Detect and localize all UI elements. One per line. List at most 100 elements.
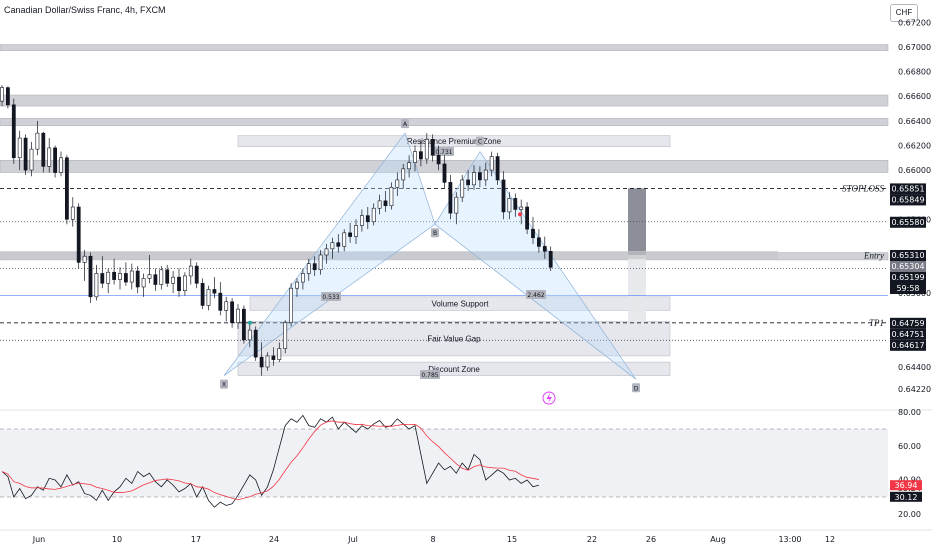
sell-marker (518, 212, 522, 217)
candle-body (183, 275, 187, 291)
ratio-label: 0.533 (322, 294, 339, 301)
candle-body (389, 187, 394, 207)
candle-body (454, 196, 459, 214)
candle-body (466, 179, 471, 186)
candle-body (218, 292, 223, 311)
line-label-stoploss: STOPLOSS (842, 183, 884, 193)
candle-body (76, 206, 81, 263)
time-tick: 22 (587, 535, 597, 544)
candle-body (318, 254, 323, 271)
time-tick: Jun (32, 535, 46, 544)
candle-body (401, 168, 406, 181)
rsi-ma-line (1, 420, 539, 501)
point-label-x: X (222, 382, 226, 389)
rsi-tick: 40.90 (898, 475, 921, 484)
candle-body (312, 263, 317, 271)
price-badge (890, 183, 926, 195)
rsi-band (0, 429, 888, 497)
horizontal-lines-layer: STOPLOSS Entry TP1 (0, 183, 888, 341)
candle-body (525, 206, 530, 230)
rsi-badge (890, 491, 922, 502)
candle-body (159, 269, 164, 285)
time-tick: 17 (191, 535, 201, 544)
candle-body (430, 139, 435, 156)
candle-body (330, 242, 335, 250)
price-badge (890, 272, 926, 283)
candle-body (501, 179, 506, 213)
candle-body (365, 215, 370, 223)
supply-band (0, 94, 889, 107)
ratio-label: 2.462 (527, 292, 544, 299)
currency-button[interactable]: CHF (890, 4, 918, 22)
candle-body (177, 276, 181, 291)
candle-body (29, 148, 34, 171)
rsi-tick: 60.00 (898, 442, 921, 451)
candle-body (460, 179, 465, 198)
point-tag (401, 119, 409, 129)
candle-body (542, 246, 547, 252)
time-tick: 8 (430, 535, 435, 544)
candle-body (348, 232, 353, 237)
candle-body (147, 274, 152, 279)
candle-body (324, 248, 329, 256)
candle-body (141, 278, 146, 288)
candle-body (442, 163, 447, 183)
candle-body (253, 329, 258, 358)
point-label-d: D (634, 385, 639, 392)
price-tick: 0.64400 (898, 363, 931, 372)
candle-body (413, 151, 417, 163)
candle-body (448, 182, 453, 214)
candle-body (206, 289, 211, 306)
candle-body (106, 271, 111, 284)
ratio-tag (526, 290, 546, 299)
point-tag (632, 383, 640, 393)
candle-body (242, 308, 246, 341)
candle-body (289, 287, 294, 323)
candle-body (472, 172, 476, 186)
candle-body (35, 132, 40, 150)
time-tick: 12 (825, 535, 835, 544)
zone-box (237, 361, 671, 376)
price-tick: 0.66000 (898, 166, 931, 175)
candle-body (407, 162, 412, 170)
line-label-entry: Entry (863, 251, 884, 261)
candles-layer (0, 85, 553, 376)
candle-body (47, 147, 52, 167)
price-badge (890, 261, 926, 272)
rsi-tick: 80.00 (898, 408, 921, 417)
ratio-tag (420, 370, 440, 379)
candle-body (129, 270, 134, 283)
zone-label: Resistance Premium Zone (407, 137, 502, 146)
candle-body (377, 200, 382, 209)
price-badge-value: 0.64617 (891, 341, 924, 350)
rsi-tick: 20.00 (898, 510, 921, 519)
candle-body (224, 301, 229, 311)
supply-band (0, 44, 889, 51)
candle-body (277, 348, 282, 360)
candle-body (11, 104, 16, 159)
buy-marker (248, 320, 252, 325)
price-badge-value: 0.64759 (891, 319, 924, 328)
price-badge-value: 0.65199 (891, 273, 924, 282)
candle-body (477, 172, 482, 181)
price-badge-value: 0.65304 (891, 262, 924, 271)
time-tick: 26 (646, 535, 656, 544)
price-tick: 0.66400 (898, 117, 931, 126)
price-badge-value: 0.65851 (891, 184, 924, 193)
candle-body (383, 200, 388, 207)
price-badge-value: 0.65310 (891, 251, 924, 260)
candle-body (165, 269, 170, 284)
candle-body (17, 137, 22, 159)
candle-body (507, 198, 512, 213)
rsi-badge-value: 36.94 (895, 481, 918, 490)
lightning-glyph (546, 393, 552, 403)
candle-body (283, 322, 288, 349)
candle-body (171, 276, 176, 284)
price-badge-value: 0.64751 (891, 330, 924, 339)
point-tag (220, 379, 228, 389)
candle-body (94, 273, 99, 298)
candle-body (230, 301, 235, 323)
candle-body (395, 179, 400, 188)
price-tick: 0.66800 (898, 68, 931, 77)
